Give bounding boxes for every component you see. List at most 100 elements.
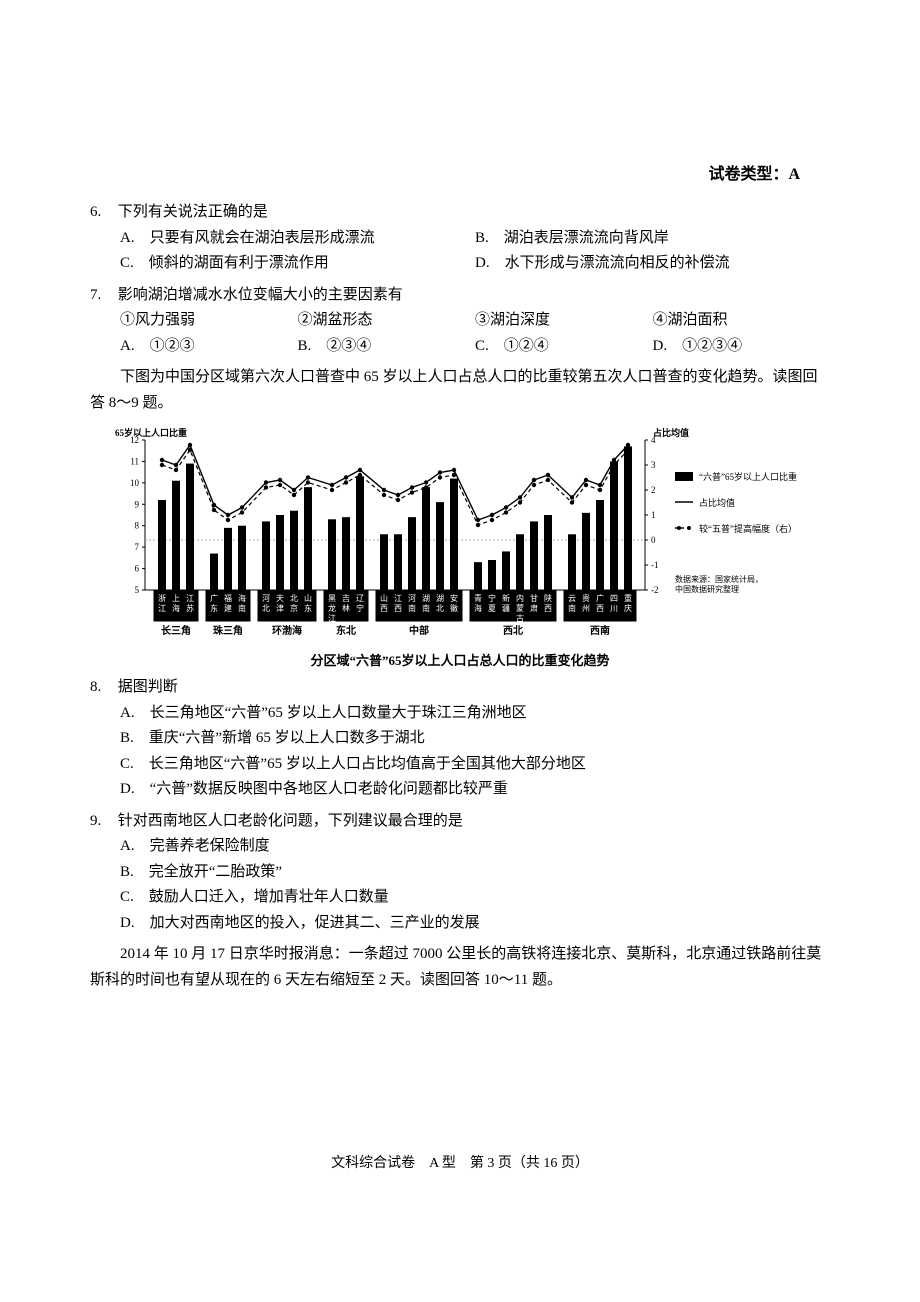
- intro-10-11: 2014 年 10 月 17 日京华时报消息：一条超过 7000 公里长的高铁将…: [90, 942, 830, 993]
- svg-text:山: 山: [380, 593, 388, 603]
- q9-opt-c: C. 鼓励人口迁入，增加青壮年人口数量: [90, 885, 830, 911]
- svg-text:川: 川: [610, 604, 618, 613]
- svg-text:重: 重: [624, 593, 632, 603]
- svg-text:甘: 甘: [530, 593, 538, 603]
- svg-text:疆: 疆: [502, 604, 510, 613]
- svg-text:海: 海: [474, 603, 482, 613]
- q7-item-3: ③湖泊深度: [475, 308, 653, 334]
- page-footer: 文科综合试卷 A 型 第 3 页（共 16 页）: [0, 1152, 920, 1172]
- q7-opt-c: C. ①②④: [475, 334, 653, 360]
- q9-opt-a: A. 完善养老保险制度: [90, 834, 830, 860]
- svg-text:西: 西: [544, 604, 552, 613]
- svg-text:吉: 吉: [342, 594, 350, 603]
- svg-text:1: 1: [651, 510, 656, 520]
- svg-text:建: 建: [224, 603, 232, 613]
- question-8: 8. 据图判断 A. 长三角地区“六普”65 岁以上人口数量大于珠江三角洲地区 …: [90, 675, 830, 803]
- svg-text:徽: 徽: [450, 603, 458, 613]
- svg-text:宁: 宁: [356, 603, 364, 613]
- svg-text:浙: 浙: [158, 593, 166, 603]
- svg-text:南: 南: [408, 603, 416, 613]
- svg-text:江: 江: [328, 614, 336, 623]
- svg-text:西: 西: [380, 604, 388, 613]
- svg-text:中国数据研究整理: 中国数据研究整理: [675, 584, 739, 594]
- svg-text:11: 11: [130, 456, 139, 466]
- svg-text:9: 9: [135, 499, 140, 509]
- q7-num: 7.: [90, 283, 110, 309]
- svg-text:西北: 西北: [503, 624, 523, 637]
- svg-text:苏: 苏: [186, 603, 194, 613]
- q9-opt-b: B. 完全放开“二胎政策”: [90, 860, 830, 886]
- svg-text:4: 4: [651, 435, 656, 445]
- svg-text:较“五普”提高幅度（右）: 较“五普”提高幅度（右）: [699, 523, 797, 534]
- svg-text:5: 5: [135, 585, 140, 595]
- svg-text:新: 新: [502, 593, 510, 603]
- svg-text:贵: 贵: [582, 593, 590, 603]
- q7-item-1: ①风力强弱: [120, 308, 298, 334]
- q9-opt-d: D. 加大对西南地区的投入，促进其二、三产业的发展: [90, 911, 830, 937]
- q8-opt-a: A. 长三角地区“六普”65 岁以上人口数量大于珠江三角洲地区: [90, 701, 830, 727]
- svg-text:海: 海: [172, 603, 180, 613]
- svg-text:庆: 庆: [624, 603, 632, 613]
- svg-text:西: 西: [394, 604, 402, 613]
- svg-text:辽: 辽: [356, 594, 364, 603]
- question-9: 9. 针对西南地区人口老龄化问题，下列建议最合理的是 A. 完善养老保险制度 B…: [90, 809, 830, 937]
- svg-text:林: 林: [342, 603, 350, 613]
- svg-text:-1: -1: [651, 560, 659, 570]
- svg-text:10: 10: [130, 478, 140, 488]
- q8-opt-d: D. “六普”数据反映图中各地区人口老龄化问题都比较严重: [90, 777, 830, 803]
- svg-text:65岁以上人口比重: 65岁以上人口比重: [115, 427, 187, 438]
- q8-stem: 据图判断: [118, 679, 178, 695]
- intro-8-9: 下图为中国分区域第六次人口普查中 65 岁以上人口占总人口的比重较第五次人口普查…: [90, 365, 830, 416]
- svg-text:江: 江: [186, 594, 194, 603]
- svg-text:北: 北: [290, 594, 298, 603]
- svg-text:天: 天: [276, 594, 284, 603]
- q7-opt-d: D. ①②③④: [653, 334, 831, 360]
- svg-text:云: 云: [568, 594, 576, 603]
- svg-text:珠三角: 珠三角: [213, 624, 243, 637]
- svg-text:广: 广: [596, 593, 604, 603]
- svg-text:南: 南: [238, 603, 246, 613]
- svg-text:北: 北: [436, 604, 444, 613]
- chart-container: 65岁以上人口比重占比均值56789101112-2-101234浙江上海江苏浙…: [90, 426, 830, 669]
- svg-text:-2: -2: [651, 585, 659, 595]
- svg-text:占比均值: 占比均值: [699, 497, 735, 508]
- svg-text:湖: 湖: [422, 594, 430, 603]
- q7-item-2: ②湖盆形态: [298, 308, 476, 334]
- q7-stem: 影响湖泊增减水水位变幅大小的主要因素有: [118, 287, 403, 303]
- q8-num: 8.: [90, 675, 110, 701]
- svg-text:广: 广: [210, 593, 218, 603]
- exam-type-label: 试卷类型：A: [708, 160, 800, 184]
- svg-text:西: 西: [596, 604, 604, 613]
- svg-text:西南: 西南: [590, 624, 610, 637]
- svg-text:宁: 宁: [488, 593, 496, 603]
- svg-text:7: 7: [135, 542, 140, 552]
- svg-text:南: 南: [568, 603, 576, 613]
- q6-num: 6.: [90, 200, 110, 226]
- svg-text:占比均值: 占比均值: [653, 427, 689, 438]
- q6-opt-a: A. 只要有风就会在湖泊表层形成漂流: [120, 226, 475, 252]
- chart-caption: 分区域“六普”65岁以上人口占总人口的比重变化趋势: [90, 650, 830, 669]
- svg-text:四: 四: [610, 594, 618, 603]
- q6-opt-b: B. 湖泊表层漂流流向背风岸: [475, 226, 830, 252]
- svg-text:6: 6: [135, 564, 140, 574]
- svg-text:“六普”65岁以上人口比重: “六普”65岁以上人口比重: [699, 471, 797, 482]
- question-7: 7. 影响湖泊增减水水位变幅大小的主要因素有 ①风力强弱 ②湖盆形态 ③湖泊深度…: [90, 283, 830, 360]
- svg-text:京: 京: [290, 603, 298, 613]
- svg-text:12: 12: [130, 435, 139, 445]
- q6-opt-c: C. 倾斜的湖面有利于漂流作用: [120, 251, 475, 277]
- svg-text:青: 青: [474, 593, 482, 603]
- svg-text:古: 古: [516, 613, 524, 623]
- svg-text:湖: 湖: [436, 594, 444, 603]
- svg-text:东: 东: [210, 603, 218, 613]
- svg-text:内: 内: [516, 593, 524, 603]
- svg-text:南: 南: [422, 603, 430, 613]
- svg-text:环渤海: 环渤海: [272, 624, 302, 637]
- svg-text:福: 福: [224, 594, 232, 603]
- population-chart: 65岁以上人口比重占比均值56789101112-2-101234浙江上海江苏浙…: [90, 426, 810, 646]
- svg-text:中部: 中部: [409, 624, 429, 637]
- svg-text:8: 8: [135, 521, 140, 531]
- svg-text:夏: 夏: [488, 604, 496, 613]
- svg-text:东: 东: [304, 603, 312, 613]
- svg-text:安: 安: [450, 593, 458, 603]
- svg-text:龙: 龙: [328, 603, 336, 613]
